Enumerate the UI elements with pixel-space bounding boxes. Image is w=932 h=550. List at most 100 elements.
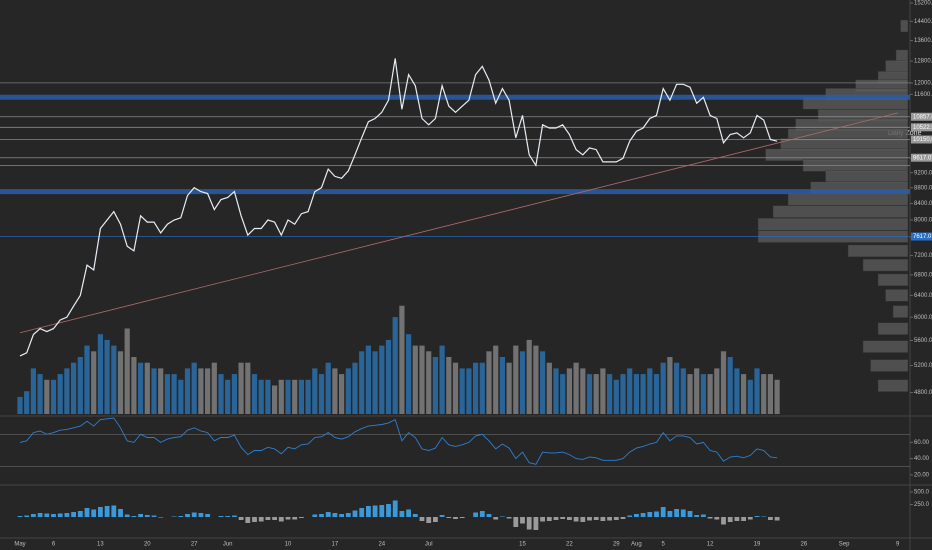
x-tick-label: 13 bbox=[97, 542, 104, 548]
x-tick-label: Jul bbox=[425, 542, 433, 548]
volume-bar bbox=[44, 379, 50, 414]
macd-bar bbox=[258, 517, 264, 522]
macd-bar bbox=[124, 514, 130, 517]
x-tick-label: May bbox=[14, 542, 25, 548]
volume-bar bbox=[91, 351, 97, 414]
y-tick-label: 5200.0 bbox=[914, 363, 932, 369]
level-label: 10150.0 bbox=[913, 137, 932, 143]
x-tick-label: 15 bbox=[519, 542, 526, 548]
macd-bar bbox=[459, 517, 465, 518]
y-tick-label: 7200.0 bbox=[914, 253, 932, 259]
macd-bar bbox=[57, 513, 63, 517]
volume-profile-bar bbox=[765, 148, 909, 162]
volume-bar bbox=[647, 368, 653, 414]
volume-bar bbox=[526, 339, 532, 414]
volume-bar bbox=[660, 362, 666, 414]
macd-bar bbox=[325, 512, 331, 517]
volume-profile-bar bbox=[787, 193, 909, 206]
volume-profile-bar bbox=[900, 19, 909, 33]
macd-bar bbox=[312, 514, 318, 517]
volume-bar bbox=[580, 368, 586, 414]
macd-bar bbox=[252, 517, 257, 522]
volume-bar bbox=[138, 362, 144, 414]
level-label-box bbox=[911, 232, 932, 241]
volume-bar bbox=[171, 374, 177, 414]
macd-bar bbox=[660, 507, 666, 517]
volume-bar bbox=[667, 357, 673, 414]
x-tick-label: Sep bbox=[839, 542, 850, 548]
macd-bar bbox=[546, 517, 552, 521]
x-tick-label: 24 bbox=[378, 542, 385, 548]
volume-profile-bar bbox=[870, 359, 909, 372]
macd-bar bbox=[587, 517, 592, 521]
rsi-tick-label: 60.00 bbox=[914, 440, 930, 446]
volume-bar bbox=[238, 362, 244, 414]
volume-bar bbox=[627, 368, 633, 414]
volume-bar bbox=[117, 351, 124, 414]
level-label-box bbox=[911, 123, 932, 132]
macd-bar bbox=[613, 517, 619, 520]
volume-bar bbox=[144, 362, 150, 414]
volume-bar bbox=[399, 305, 405, 414]
macd-bar bbox=[506, 517, 512, 519]
x-tick-label: 22 bbox=[566, 542, 573, 548]
volume-bar bbox=[151, 368, 157, 414]
macd-bar bbox=[701, 514, 706, 517]
volume-bar bbox=[198, 368, 204, 414]
macd-bar bbox=[721, 517, 726, 525]
macd-bar bbox=[379, 505, 385, 517]
macd-tick-label: 250.0 bbox=[914, 502, 930, 508]
volume-bar bbox=[359, 351, 365, 414]
macd-bar bbox=[500, 516, 505, 517]
volume-bar bbox=[499, 357, 505, 414]
macd-bar bbox=[439, 515, 445, 517]
volume-bar bbox=[298, 379, 304, 414]
volume-bar bbox=[553, 368, 559, 414]
macd-bar bbox=[446, 517, 452, 518]
x-tick-label: 5 bbox=[662, 542, 666, 548]
macd-bar bbox=[593, 517, 599, 520]
macd-bar bbox=[299, 517, 304, 518]
macd-bar bbox=[111, 505, 117, 517]
macd-bar bbox=[205, 514, 210, 517]
y-tick-label: 11600.0 bbox=[914, 92, 932, 98]
macd-bar bbox=[352, 510, 358, 517]
y-tick-label: 15200.0 bbox=[914, 1, 932, 7]
volume-bar bbox=[245, 362, 251, 414]
rsi-line bbox=[19, 417, 778, 465]
macd-bar bbox=[553, 517, 559, 520]
volume-bar bbox=[720, 351, 727, 414]
macd-bar bbox=[178, 516, 184, 517]
macd-bar bbox=[761, 516, 767, 517]
volume-bar bbox=[104, 339, 110, 414]
volume-bar bbox=[30, 368, 36, 414]
macd-bar bbox=[600, 517, 606, 521]
volume-bar bbox=[225, 379, 231, 414]
volume-bar bbox=[586, 374, 593, 414]
y-tick-label: 14400.0 bbox=[914, 19, 932, 25]
macd-bar bbox=[245, 517, 251, 523]
y-tick-label: 12000.0 bbox=[914, 80, 932, 86]
volume-bar bbox=[345, 368, 351, 414]
macd-bar bbox=[734, 517, 740, 521]
volume-bar bbox=[560, 374, 566, 414]
volume-bar bbox=[473, 362, 479, 414]
macd-bar bbox=[406, 509, 411, 517]
volume-bar bbox=[432, 357, 438, 414]
macd-bar bbox=[278, 517, 284, 522]
volume-bar bbox=[218, 374, 224, 414]
volume-bar bbox=[533, 345, 539, 414]
level-label: 7617.0 bbox=[913, 234, 932, 240]
volume-bar bbox=[285, 379, 291, 414]
macd-bar bbox=[647, 512, 653, 517]
level-label-box bbox=[911, 135, 932, 144]
macd-bar bbox=[426, 517, 432, 523]
macd-bar bbox=[238, 517, 244, 520]
macd-bar bbox=[520, 517, 525, 524]
macd-bar bbox=[694, 515, 700, 517]
macd-bar bbox=[44, 513, 50, 517]
volume-bar bbox=[278, 379, 284, 414]
volume-bar bbox=[674, 362, 680, 414]
price-line bbox=[19, 58, 778, 357]
macd-bar bbox=[24, 515, 30, 517]
